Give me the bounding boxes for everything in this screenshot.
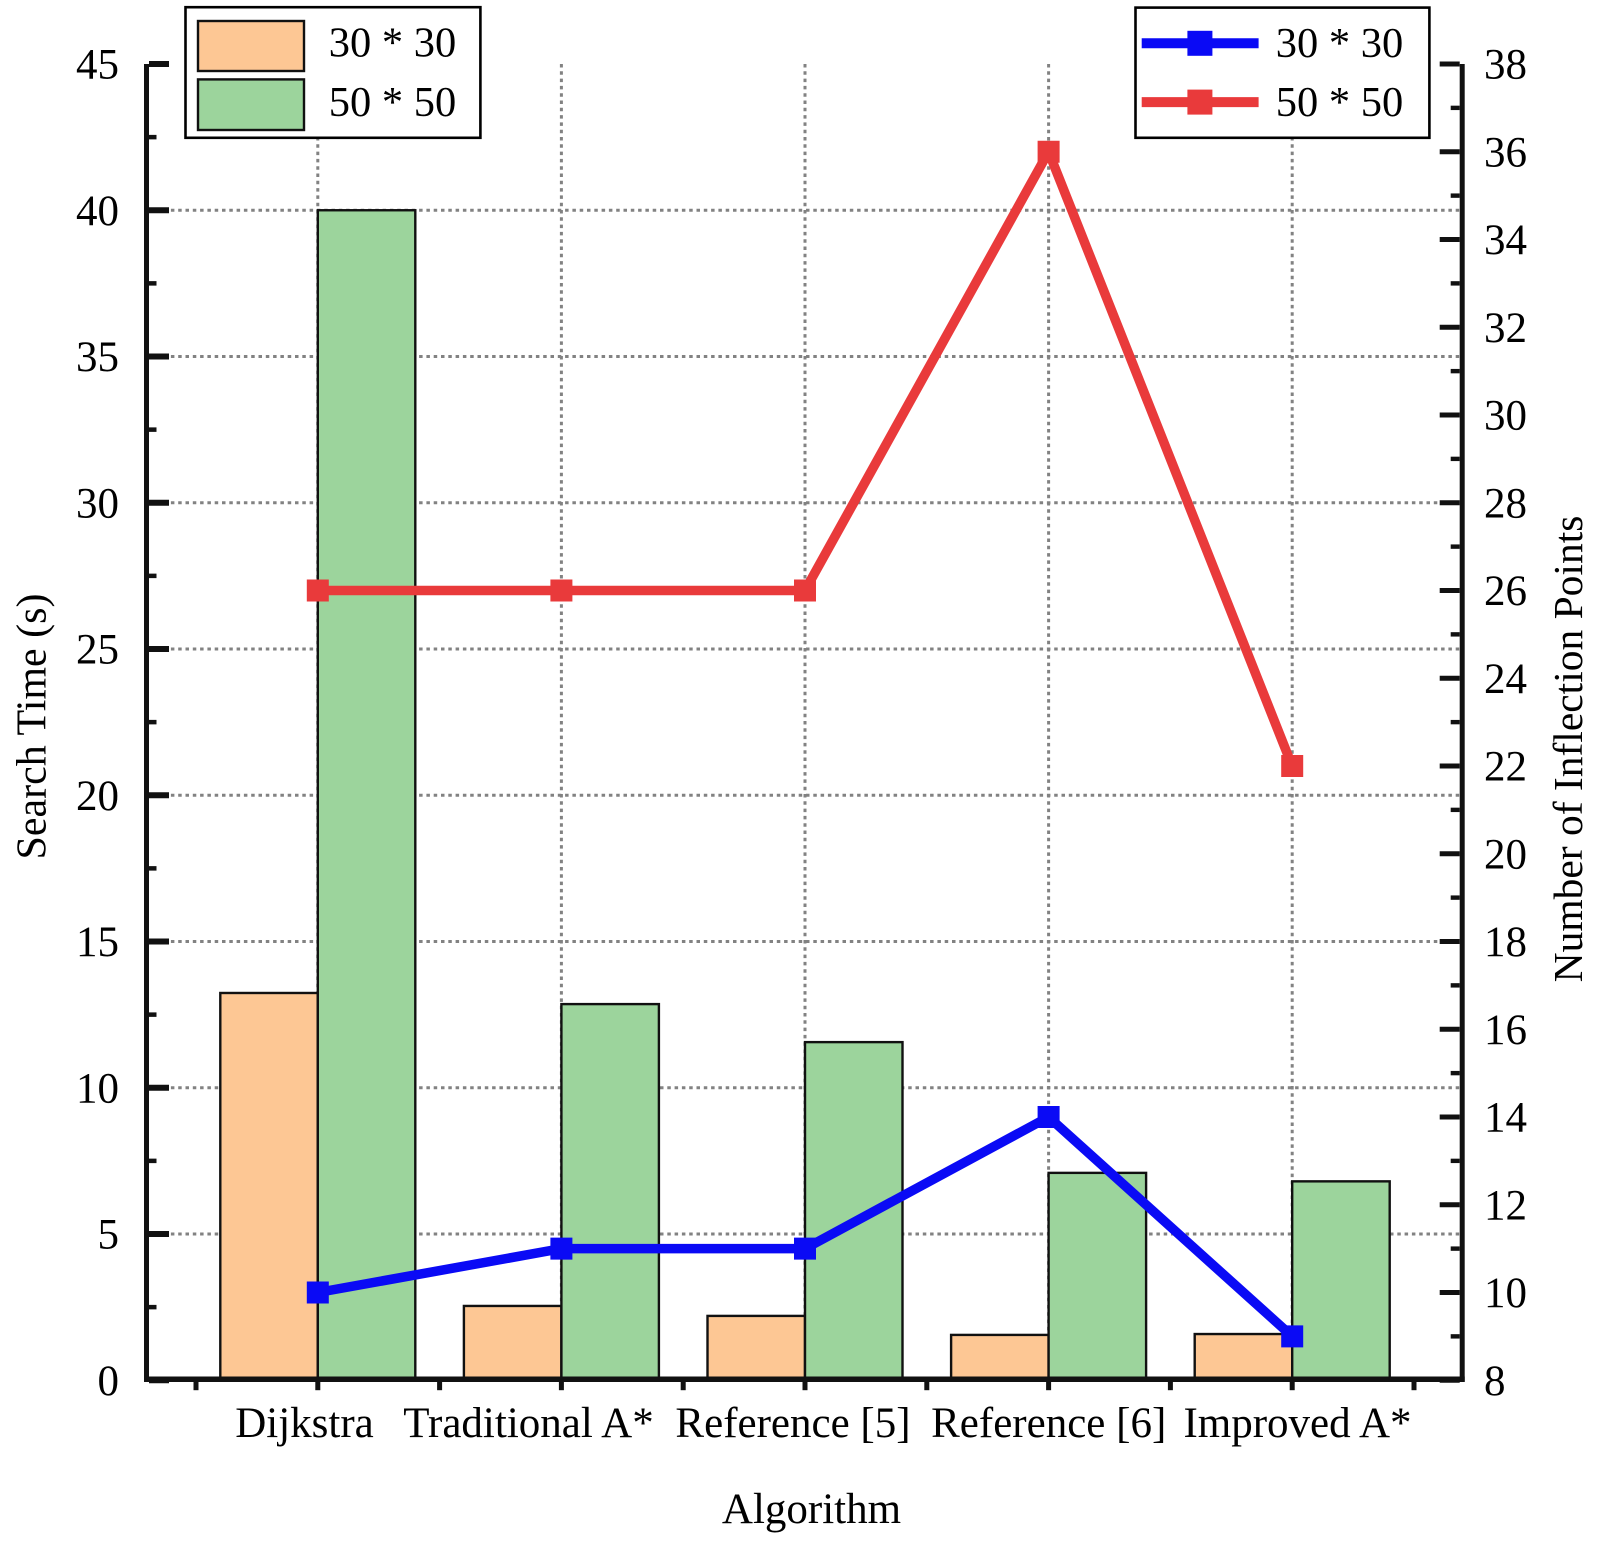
svg-text:22: 22: [1484, 744, 1527, 791]
svg-text:15: 15: [76, 919, 119, 966]
svg-text:18: 18: [1484, 919, 1527, 966]
svg-text:Traditional A*: Traditional A*: [403, 1400, 653, 1447]
svg-text:45: 45: [76, 42, 119, 89]
svg-text:5: 5: [98, 1212, 120, 1259]
svg-text:30: 30: [1484, 393, 1527, 440]
svg-text:10: 10: [1484, 1270, 1527, 1317]
svg-text:Algorithm: Algorithm: [722, 1486, 901, 1533]
svg-text:26: 26: [1484, 568, 1527, 615]
svg-text:20: 20: [1484, 831, 1527, 878]
svg-text:35: 35: [76, 334, 119, 381]
svg-text:10: 10: [76, 1065, 119, 1112]
svg-text:50 * 50: 50 * 50: [1276, 79, 1404, 126]
svg-text:40: 40: [76, 188, 119, 235]
svg-text:25: 25: [76, 627, 119, 674]
svg-text:8: 8: [1484, 1358, 1506, 1405]
svg-text:Reference [6]: Reference [6]: [931, 1400, 1166, 1447]
svg-text:50 * 50: 50 * 50: [329, 79, 457, 126]
svg-text:0: 0: [98, 1358, 120, 1405]
svg-text:Dijkstra: Dijkstra: [235, 1400, 374, 1447]
svg-text:Number of Inflection Points: Number of Inflection Points: [1545, 516, 1591, 983]
svg-text:14: 14: [1484, 1095, 1527, 1142]
svg-text:30: 30: [76, 480, 119, 527]
svg-text:36: 36: [1484, 129, 1527, 176]
svg-text:20: 20: [76, 773, 119, 820]
svg-text:12: 12: [1484, 1182, 1527, 1229]
svg-text:30 * 30: 30 * 30: [329, 20, 457, 67]
svg-text:16: 16: [1484, 1007, 1527, 1054]
svg-text:30 * 30: 30 * 30: [1276, 20, 1404, 67]
svg-text:34: 34: [1484, 217, 1527, 264]
svg-text:38: 38: [1484, 42, 1527, 89]
svg-text:Improved A*: Improved A*: [1183, 1400, 1411, 1447]
svg-text:24: 24: [1484, 656, 1527, 703]
svg-text:Search Time (s): Search Time (s): [10, 594, 56, 860]
svg-text:28: 28: [1484, 480, 1527, 527]
svg-text:32: 32: [1484, 305, 1527, 352]
svg-text:Reference [5]: Reference [5]: [675, 1400, 910, 1447]
